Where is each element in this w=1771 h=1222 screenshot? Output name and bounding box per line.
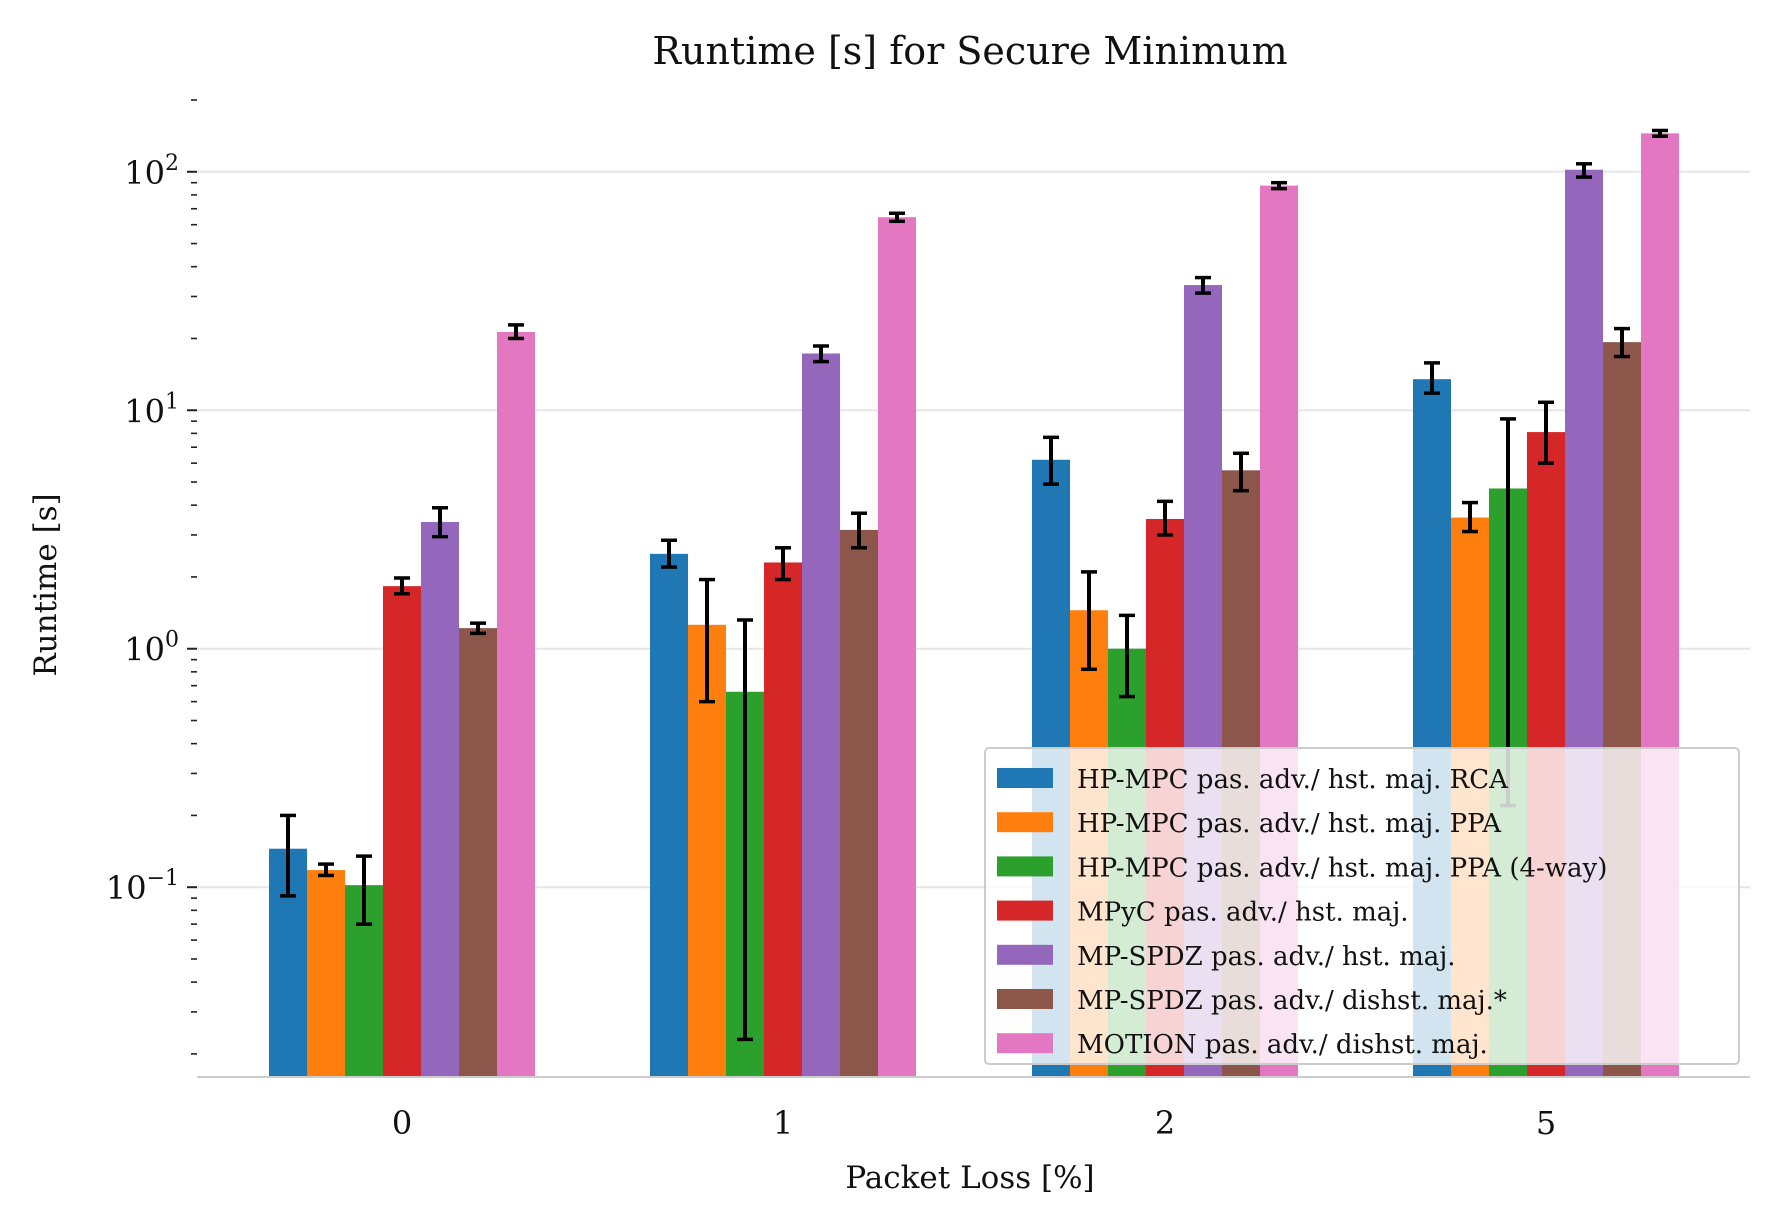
y-axis-label: Runtime [s]	[28, 493, 64, 676]
x-axis-label: Packet Loss [%]	[845, 1160, 1094, 1196]
bar	[650, 553, 688, 1077]
legend-swatch	[997, 900, 1053, 921]
bar	[459, 628, 497, 1077]
bar	[497, 331, 535, 1077]
bar	[307, 870, 345, 1077]
legend-label: MP-SPDZ pas. adv./ hst. maj.	[1077, 942, 1456, 972]
legend-label: HP-MPC pas. adv./ hst. maj. PPA	[1077, 809, 1502, 839]
legend-label: MOTION pas. adv./ dishst. maj.	[1077, 1030, 1488, 1060]
chart-title: Runtime [s] for Secure Minimum	[652, 29, 1287, 73]
bar	[383, 586, 421, 1077]
bar	[878, 217, 916, 1078]
legend-label: MP-SPDZ pas. adv./ dishst. maj.*	[1077, 986, 1507, 1016]
y-tick-label: 102	[124, 151, 179, 192]
legend-swatch	[997, 1033, 1053, 1054]
legend-box	[984, 747, 1740, 1065]
legend-swatch	[997, 812, 1053, 833]
x-tick-label: 5	[1536, 1104, 1556, 1142]
legend-label: HP-MPC pas. adv./ hst. maj. RCA	[1077, 765, 1509, 795]
legend-swatch	[997, 768, 1053, 788]
y-tick-label: 100	[124, 628, 179, 669]
legend-label: HP-MPC pas. adv./ hst. maj. PPA (4-way)	[1077, 853, 1607, 883]
bar	[421, 521, 459, 1077]
legend: HP-MPC pas. adv./ hst. maj. RCA HP-MPC pa…	[984, 747, 1740, 1065]
legend-label: MPyC pas. adv./ hst. maj.	[1077, 898, 1409, 928]
bar	[840, 529, 878, 1077]
y-tick-label: 10−1	[106, 866, 179, 907]
y-tick-label: 101	[124, 389, 179, 430]
x-tick-label: 2	[1155, 1104, 1175, 1142]
bar	[802, 353, 840, 1078]
axes-layer: 10−1 100 101 102 0 1 2 5	[106, 99, 1750, 1142]
x-tick-label: 0	[392, 1104, 412, 1142]
bar	[764, 562, 802, 1077]
legend-swatch	[997, 944, 1053, 965]
x-tick-label: 1	[773, 1104, 793, 1142]
legend-swatch	[997, 856, 1053, 877]
legend-swatch	[997, 989, 1053, 1009]
